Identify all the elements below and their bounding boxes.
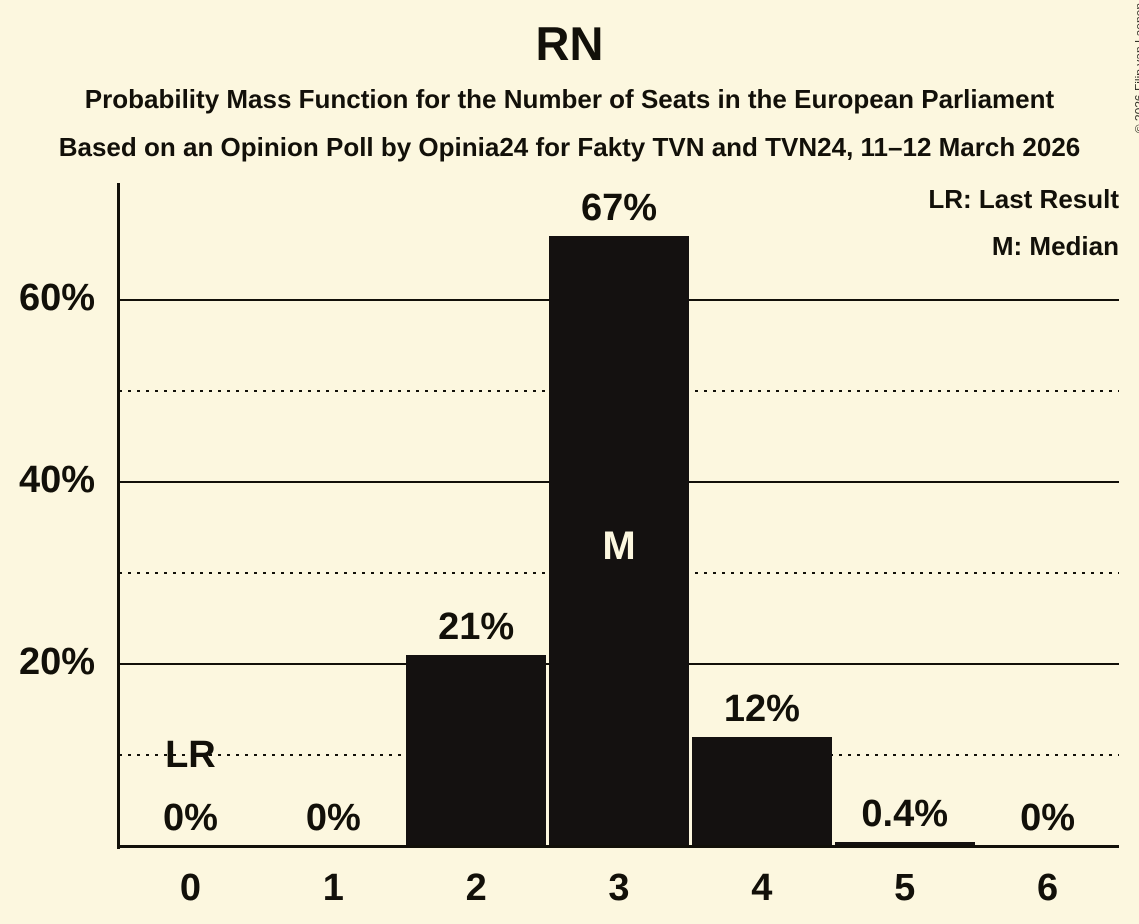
x-tick-label-5: 5 (894, 867, 916, 909)
chart-subtitle: Probability Mass Function for the Number… (84, 84, 1055, 114)
y-axis-line (117, 183, 120, 849)
plot-area: 20% 40% 60% 0% 0 0% 1 21% 2 67% 3 12% 4 0.4% 5 0% 6 LR M (19, 183, 1119, 907)
x-tick-label-2: 2 (465, 867, 487, 909)
chart-title: RN (535, 17, 604, 70)
y-tick-label-40: 40% (18, 459, 95, 501)
bar-value-label-5: 0.4% (861, 793, 949, 836)
y-tick-label-20: 20% (18, 641, 95, 683)
x-tick-label-0: 0 (179, 867, 201, 909)
bar-seat-4 (691, 736, 832, 846)
chart-source-line: Based on an Opinion Poll by Opinia24 for… (58, 132, 1081, 162)
x-tick-label-3: 3 (608, 867, 630, 909)
median-marker: M (602, 523, 636, 568)
bar-seat-5 (834, 842, 975, 846)
x-axis-line (119, 845, 1119, 848)
x-tick-label-4: 4 (751, 867, 773, 909)
legend-median: M: Median (991, 231, 1119, 261)
bar-value-label-0: 0% (162, 797, 218, 839)
y-tick-label-60: 60% (18, 277, 95, 319)
bar-value-label-6: 0% (1020, 797, 1076, 839)
bar-seat-3 (549, 236, 689, 846)
last-result-marker: LR (165, 734, 216, 776)
legend-last-result: LR: Last Result (928, 184, 1119, 214)
x-tick-label-6: 6 (1036, 867, 1059, 909)
copyright-notice: © 2026 Filip van Laenen (1132, 3, 1139, 133)
bar-value-label-3: 67% (580, 187, 658, 230)
bar-value-label-4: 12% (723, 687, 800, 730)
x-tick-label-1: 1 (322, 867, 344, 909)
bar-value-label-1: 0% (305, 797, 361, 839)
bar-value-label-2: 21% (438, 605, 515, 648)
bar-seat-2 (406, 654, 547, 846)
